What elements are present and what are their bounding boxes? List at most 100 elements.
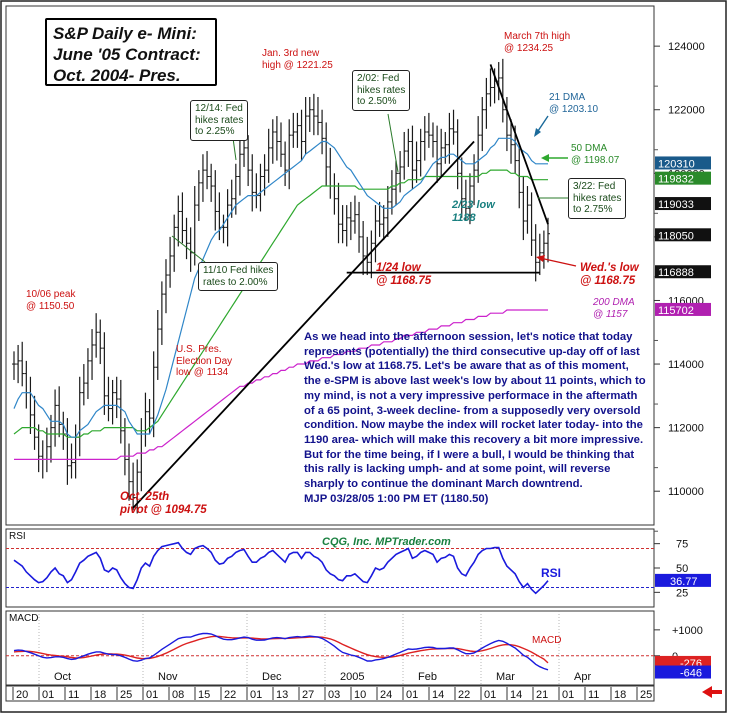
- date-tick-label: 01: [42, 689, 54, 701]
- month-label: Dec: [262, 671, 282, 683]
- rsi-badge-label: 36.77: [670, 576, 698, 588]
- chart-title-line-2: June '05 Contract:: [53, 45, 201, 64]
- date-tick-label: 03: [328, 689, 340, 701]
- date-tick-label: 01: [250, 689, 262, 701]
- rsi-line-label: RSI: [541, 566, 562, 580]
- month-label: 2005: [340, 671, 364, 683]
- ma21-arrow-head: [534, 128, 541, 137]
- date-tick-label: 24: [380, 689, 392, 701]
- price-tick-label: 114000: [668, 359, 704, 371]
- date-tick-label: 01: [484, 689, 496, 701]
- rsi-line: [13, 541, 549, 595]
- chart-title-line-1: S&P Daily e- Mini:: [53, 24, 197, 43]
- price-badge-label: 116888: [658, 267, 694, 279]
- source-credit: CQG, Inc. MPTrader.com: [322, 536, 451, 548]
- annotation-march7-high: March 7th high @ 1234.25: [504, 31, 571, 54]
- macd-badge-label: -646: [680, 668, 702, 680]
- date-tick-label: 14: [432, 689, 444, 701]
- date-tick-label: 13: [276, 689, 288, 701]
- date-tick-label: 20: [16, 689, 28, 701]
- date-tick-label: 01: [406, 689, 418, 701]
- month-label: Oct: [54, 671, 71, 683]
- annotation-jan3-high: Jan. 3rd new high @ 1221.25: [262, 48, 333, 71]
- commentary-block: As we head into the afternoon session, l…: [304, 330, 646, 506]
- chart-title-line-3: Oct. 2004- Pres.: [53, 66, 181, 85]
- date-axis: 20 01 11 18 25 01 08 15 22 01 13 27 03 10 24 01 14 22 01 14…: [12, 687, 652, 701]
- macd-panel-title: MACD: [9, 613, 39, 624]
- date-tick-label: 15: [198, 689, 210, 701]
- price-badge-label: 115702: [658, 305, 694, 317]
- chart-title-box: S&P Daily e- Mini: June '05 Contract: Oc…: [45, 18, 217, 86]
- fed-box-0322: 3/22: Fed hikes rates to 2.75%: [568, 178, 627, 219]
- price-badge: [655, 228, 711, 242]
- price-panel-frame: [5, 5, 655, 526]
- leader-1214: [232, 137, 237, 161]
- date-tick-label: 01: [562, 689, 574, 701]
- annotation-21dma: 21 DMA @ 1203.10: [549, 92, 599, 115]
- ma200-line: [14, 309, 548, 460]
- leader-0202: [387, 113, 399, 173]
- price-badge: [655, 302, 711, 316]
- rsi-value-badge: 36.77: [655, 573, 711, 588]
- date-tick-label: 11: [588, 689, 599, 701]
- annotation-wed-low: Wed.'s low @ 1168.75: [580, 262, 639, 287]
- uptrend-line: [132, 140, 475, 509]
- price-badge-label: 118050: [658, 230, 694, 242]
- leader-1110: [171, 235, 206, 263]
- month-axis: Oct Nov Dec 2005 Feb Mar Apr: [38, 611, 591, 684]
- date-axis-frame: [5, 685, 655, 702]
- macd-panel-frame: [5, 610, 655, 686]
- date-tick-label: 25: [120, 689, 132, 701]
- price-tick-label: 110000: [668, 486, 704, 498]
- price-badge: [655, 156, 711, 170]
- rsi-tick-label: 50: [676, 563, 688, 575]
- rsi-badge-box: [655, 573, 711, 587]
- price-tick-label: 124000: [668, 41, 705, 53]
- date-tick-label: 18: [94, 689, 106, 701]
- fed-box-1110: 11/10 Fed hikes rates to 2.00%: [198, 262, 279, 291]
- date-tick-label: 01: [146, 689, 158, 701]
- ma50-arrow-head: [541, 154, 549, 162]
- annotation-223-low: 2/23 low 1188: [452, 199, 495, 224]
- commentary-signature: MJP 03/28/05 1:00 PM ET (1180.50): [304, 492, 489, 505]
- macd-line-label: MACD: [532, 635, 562, 646]
- date-tick-label: 25: [640, 689, 652, 701]
- price-badges: 120310 119832 119033 118050 116888 115702: [655, 156, 711, 317]
- month-label: Mar: [496, 671, 515, 683]
- price-badge-label: 119832: [658, 174, 694, 186]
- annotation-124-low: 1/24 low @ 1168.75: [376, 262, 432, 287]
- price-badge: [655, 171, 711, 185]
- date-tick-label: 21: [536, 689, 548, 701]
- price-badge: [655, 197, 711, 211]
- annotation-peak-1006: 10/06 peak @ 1150.50: [26, 289, 76, 312]
- rsi-tick-label: 75: [676, 539, 688, 551]
- fed-box-0202: 2/02: Fed hikes rates to 2.50%: [352, 70, 411, 111]
- date-tick-label: 14: [510, 689, 522, 701]
- date-tick-label: 22: [458, 689, 470, 701]
- annotation-200dma: 200 DMA @ 1157: [593, 297, 635, 320]
- scroll-arrow-icon[interactable]: [702, 686, 722, 698]
- left-arrow-icon[interactable]: [702, 686, 722, 698]
- date-tick-label: 11: [68, 689, 79, 701]
- macd-badge-box: [655, 665, 711, 679]
- price-badge-label: 120310: [658, 158, 695, 170]
- commentary-text: As we head into the afternoon session, l…: [304, 331, 646, 491]
- ma50-line: [13, 169, 548, 438]
- annotation-oct25-pivot: Oct. 25th pivot @ 1094.75: [120, 491, 207, 516]
- rsi-panel-title: RSI: [9, 531, 26, 542]
- fed-box-1214: 12/14: Fed hikes rates to 2.25%: [190, 100, 249, 141]
- rsi-axis: 75 50 25: [654, 539, 688, 599]
- macd-line: [13, 632, 549, 671]
- date-tick-label: 22: [224, 689, 236, 701]
- date-tick-label: 18: [614, 689, 626, 701]
- annotation-50dma: 50 DMA @ 1198.07: [571, 143, 620, 166]
- wed-low-arrow-head: [536, 255, 545, 262]
- date-tick-label: 08: [172, 689, 184, 701]
- macd-tick-label: +1000: [672, 625, 703, 637]
- wed-low-arrow: [539, 257, 577, 267]
- price-tick-label: 122000: [668, 105, 705, 117]
- month-label: Feb: [418, 671, 437, 683]
- price-tick-label: 112000: [668, 423, 704, 435]
